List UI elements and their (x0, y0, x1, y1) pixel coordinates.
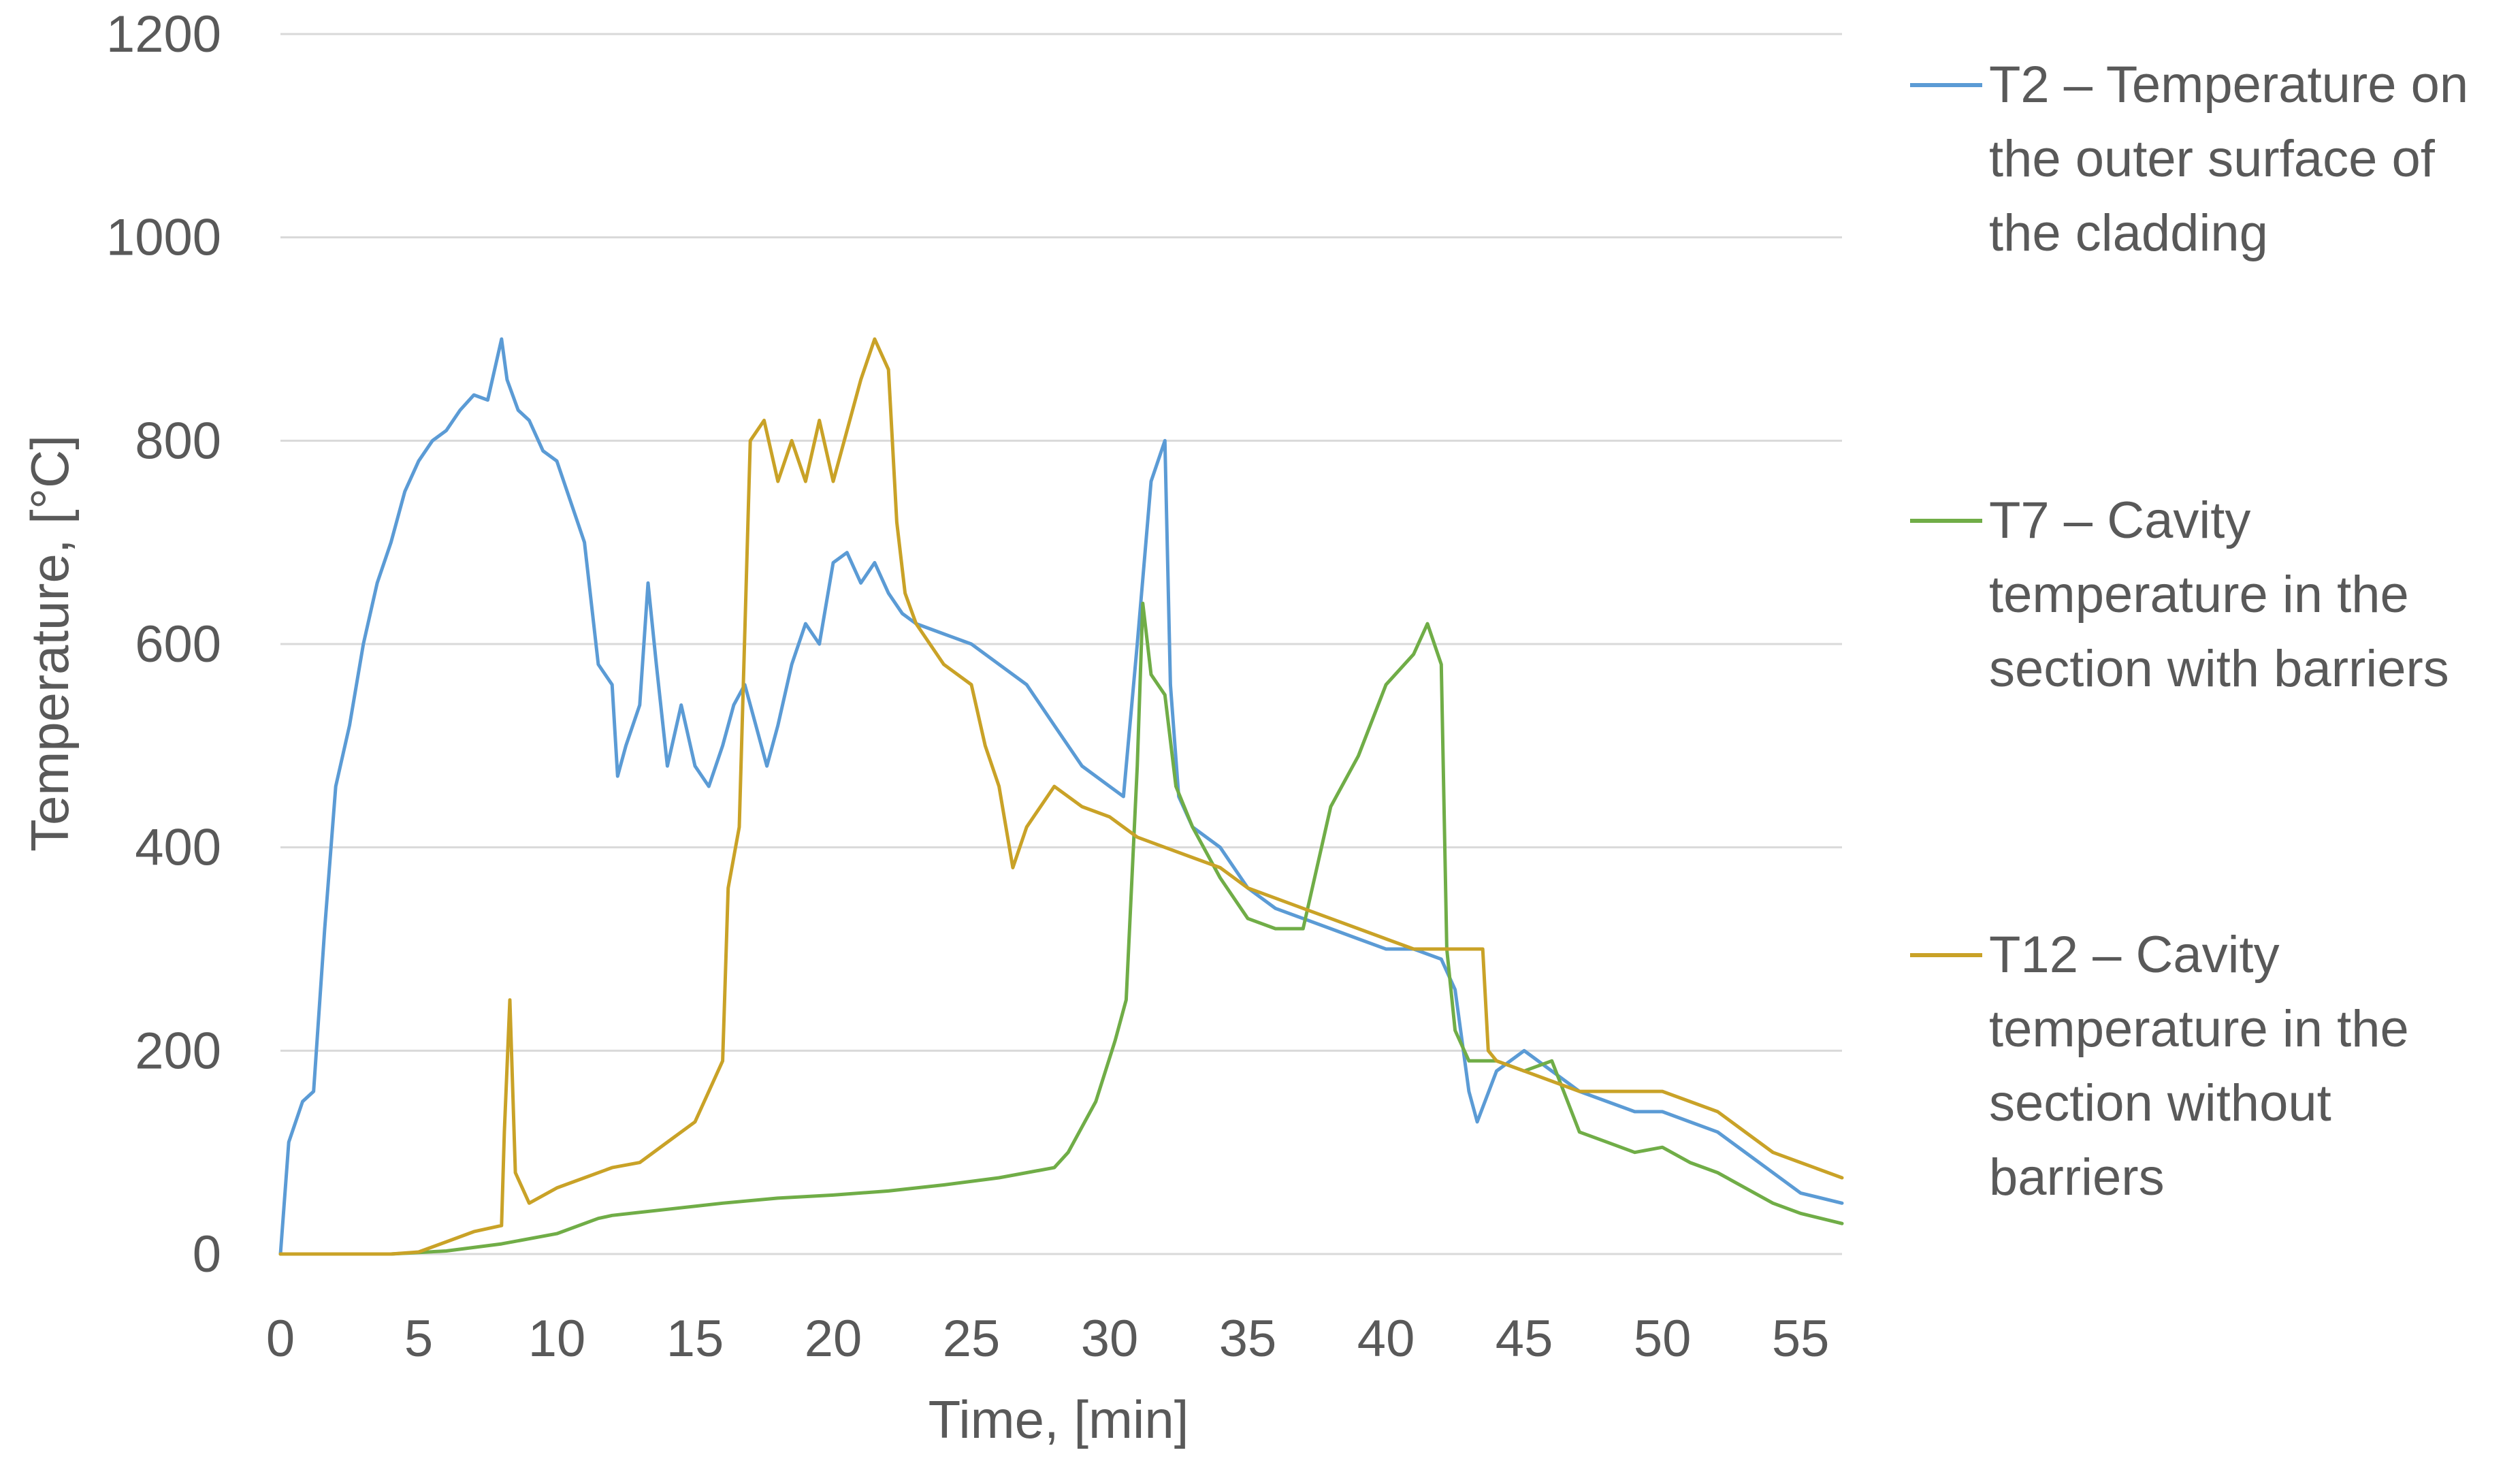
x-tick-label: 30 (1081, 1310, 1139, 1368)
legend-label: section without (1989, 1074, 2331, 1132)
x-tick-label: 50 (1634, 1310, 1692, 1368)
legend-label: temperature in the (1989, 566, 2409, 624)
y-tick-label: 1200 (106, 5, 221, 63)
legend-item-3: T12 – Cavity temperature in the section wi… (1910, 926, 2409, 1206)
x-tick-label: 10 (528, 1310, 586, 1368)
y-axis-title: Temperature, [°C] (20, 435, 80, 852)
x-tick-label: 15 (666, 1310, 724, 1368)
x-tick-label: 45 (1496, 1310, 1553, 1368)
legend-item-2: T7 – Cavity temperature in the section wit… (1910, 492, 2449, 698)
x-axis-title: Time, [min] (928, 1389, 1189, 1449)
x-tick-label: 20 (805, 1310, 862, 1368)
x-tick-label: 25 (943, 1310, 1001, 1368)
series-lines (278, 337, 1844, 1256)
x-tick-label: 55 (1772, 1310, 1830, 1368)
legend-label: the outer surface of (1989, 130, 2436, 188)
gridlines (280, 33, 1842, 1255)
y-tick-label: 1000 (106, 209, 221, 267)
x-tick-label: 5 (404, 1310, 433, 1368)
legend-label: temperature in the (1989, 1000, 2409, 1058)
y-tick-label: 0 (193, 1225, 221, 1283)
series-line-3 (278, 337, 1844, 1256)
legend-item-1: T2 – Temperature on the outer surface of t… (1910, 56, 2468, 262)
legend-label: barriers (1989, 1148, 2165, 1206)
legend-label: section with barriers (1989, 640, 2449, 698)
y-tick-label: 800 (135, 412, 221, 470)
y-axis-tick-labels: 0 200 400 600 800 1000 1200 (106, 5, 221, 1283)
legend: T2 – Temperature on the outer surface of t… (1910, 56, 2468, 1206)
y-tick-label: 600 (135, 615, 221, 673)
y-tick-label: 200 (135, 1022, 221, 1080)
x-tick-label: 0 (266, 1310, 295, 1368)
series-line-2 (278, 601, 1844, 1256)
x-tick-label: 40 (1357, 1310, 1415, 1368)
legend-label: T12 – Cavity (1989, 926, 2280, 984)
series-line-1 (278, 337, 1844, 1256)
y-tick-label: 400 (135, 819, 221, 877)
legend-label: the cladding (1989, 204, 2268, 262)
x-axis-tick-labels: 0 5 10 15 20 25 30 35 40 45 50 55 (266, 1310, 1830, 1368)
x-tick-label: 35 (1219, 1310, 1277, 1368)
legend-label: T7 – Cavity (1989, 492, 2250, 549)
legend-label: T2 – Temperature on (1989, 56, 2468, 114)
